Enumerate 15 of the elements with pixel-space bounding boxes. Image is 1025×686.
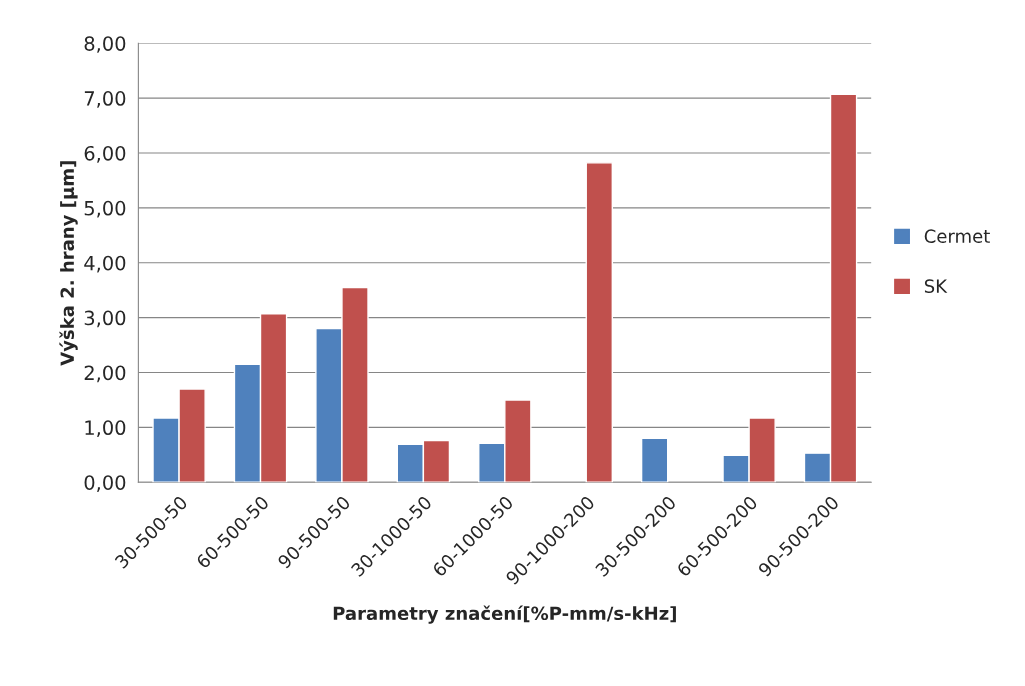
y-tick-label: 8,00	[84, 36, 126, 53]
y-tick-label: 7,00	[84, 91, 126, 108]
bar	[640, 437, 669, 483]
y-tick-label: 2,00	[84, 365, 126, 383]
y-tick-label: 4,00	[84, 255, 126, 273]
y-tick-label: 6,00	[84, 145, 126, 163]
y-tick-label: 1,00	[85, 420, 126, 438]
legend-label: SK	[924, 279, 948, 293]
y-tick-label: 0,00	[84, 475, 126, 492]
y-axis-title: Výška 2. hrany [µm]	[59, 161, 78, 366]
bar	[585, 162, 613, 483]
y-tick-label: 3,00	[84, 310, 126, 328]
legend-label: Cermet	[924, 229, 990, 243]
x-axis-title: Parametry značení[%P-mm/s-kHz]	[333, 605, 676, 624]
y-tick-label: 5,00	[84, 200, 126, 218]
